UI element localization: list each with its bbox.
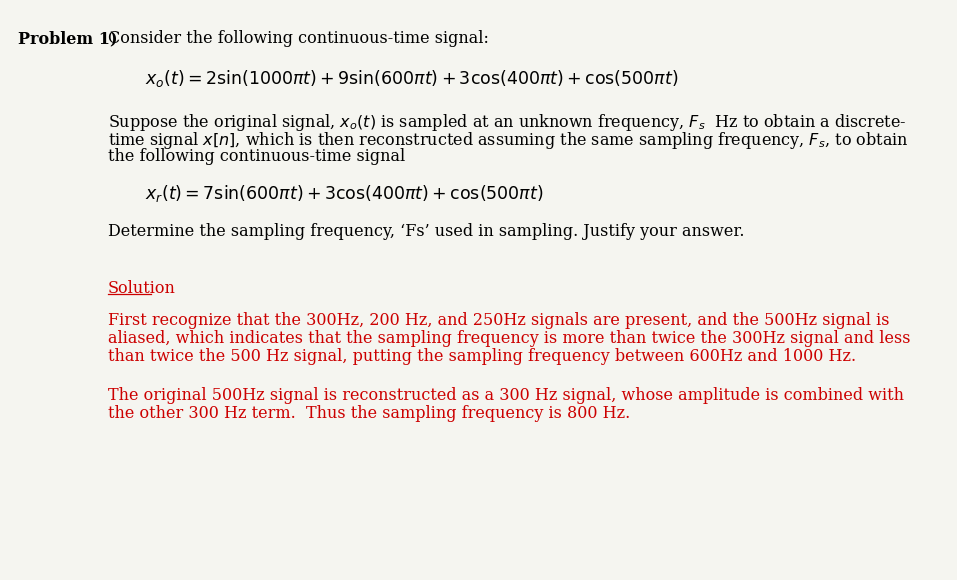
Text: $x_r(t) = 7\sin(600\pi t) + 3\cos(400\pi t) + \cos(500\pi t)$: $x_r(t) = 7\sin(600\pi t) + 3\cos(400\pi… <box>145 183 544 204</box>
Text: than twice the 500 Hz signal, putting the sampling frequency between 600Hz and 1: than twice the 500 Hz signal, putting th… <box>108 348 857 365</box>
Text: aliased, which indicates that the sampling frequency is more than twice the 300H: aliased, which indicates that the sampli… <box>108 330 910 347</box>
Text: time signal $x[n]$, which is then reconstructed assuming the same sampling frequ: time signal $x[n]$, which is then recons… <box>108 130 909 151</box>
Text: First recognize that the 300Hz, 200 Hz, and 250Hz signals are present, and the 5: First recognize that the 300Hz, 200 Hz, … <box>108 312 890 329</box>
Text: Determine the sampling frequency, ‘Fs’ used in sampling. Justify your answer.: Determine the sampling frequency, ‘Fs’ u… <box>108 223 745 240</box>
Text: The original 500Hz signal is reconstructed as a 300 Hz signal, whose amplitude i: The original 500Hz signal is reconstruct… <box>108 387 904 404</box>
Text: the following continuous-time signal: the following continuous-time signal <box>108 148 406 165</box>
Text: Suppose the original signal, $x_o(t)$ is sampled at an unknown frequency, $F_s$ : Suppose the original signal, $x_o(t)$ is… <box>108 112 906 133</box>
Text: Consider the following continuous-time signal:: Consider the following continuous-time s… <box>108 30 489 47</box>
Text: $x_o(t) = 2\sin(1000\pi t) + 9\sin(600\pi t) + 3\cos(400\pi t) + \cos(500\pi t)$: $x_o(t) = 2\sin(1000\pi t) + 9\sin(600\p… <box>145 68 679 89</box>
Text: Solution: Solution <box>108 280 176 297</box>
Text: Problem 1): Problem 1) <box>18 30 118 47</box>
Text: the other 300 Hz term.  Thus the sampling frequency is 800 Hz.: the other 300 Hz term. Thus the sampling… <box>108 405 631 422</box>
